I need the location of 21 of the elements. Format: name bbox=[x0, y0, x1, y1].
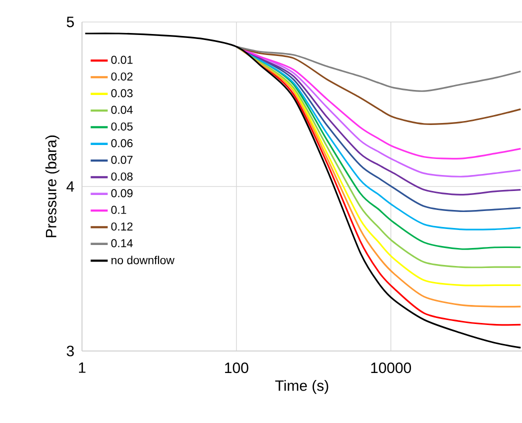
x-axis-title: Time (s) bbox=[275, 380, 328, 394]
legend-label: 0.07 bbox=[111, 156, 133, 164]
legend-label: 0.05 bbox=[111, 122, 133, 131]
legend-label: 0.09 bbox=[111, 189, 133, 198]
legend-label: 0.1 bbox=[111, 206, 126, 214]
legend-label: 0.04 bbox=[111, 106, 133, 114]
legend-label: 0.14 bbox=[111, 239, 133, 248]
legend-label: 0.06 bbox=[111, 139, 133, 148]
legend-label: no downflow bbox=[112, 256, 174, 264]
legend-label: 0.01 bbox=[111, 56, 133, 64]
x-tick-label: 100 bbox=[225, 362, 248, 374]
x-tick-label: 1 bbox=[78, 362, 86, 373]
legend-label: 0.02 bbox=[111, 72, 133, 81]
y-tick-label: 5 bbox=[66, 16, 74, 28]
y-axis-title: Pressure (bara) bbox=[45, 136, 60, 238]
y-tick-label: 3 bbox=[66, 346, 74, 356]
legend-label: 0.08 bbox=[111, 172, 133, 181]
legend-label: 0.12 bbox=[111, 222, 133, 231]
legend-label: 0.03 bbox=[111, 89, 133, 98]
x-tick-label: 10000 bbox=[371, 362, 412, 374]
y-tick-label: 4 bbox=[66, 181, 74, 192]
